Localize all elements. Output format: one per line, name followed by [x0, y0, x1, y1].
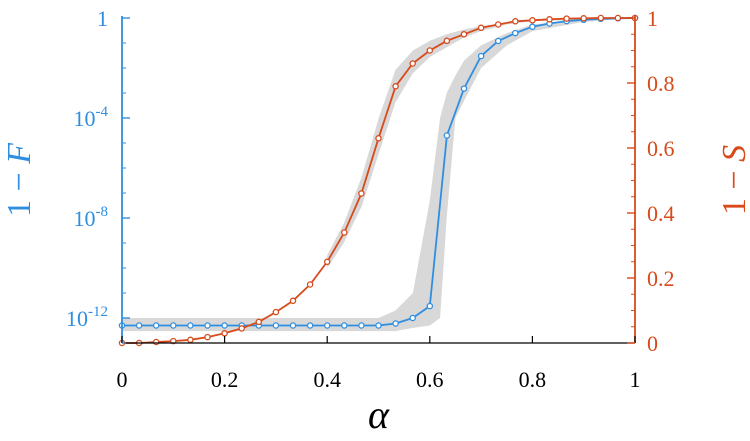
series-point-left	[306, 322, 314, 329]
left-tick-base: 10	[74, 106, 96, 131]
right-axis-label-var: S	[716, 145, 750, 162]
series-point-left	[152, 322, 160, 329]
right-tick-label: 0.2	[647, 266, 675, 291]
series-point-right	[375, 135, 382, 142]
series-point-right	[221, 330, 228, 337]
x-tick-label: 0.2	[211, 367, 239, 392]
uncertainty-band-left	[122, 18, 635, 332]
right-tick-label: 1	[647, 6, 658, 31]
series-point-right	[392, 83, 399, 90]
left-tick-label: 10-12	[66, 304, 108, 331]
series-point-left	[375, 322, 382, 329]
series-point-right	[306, 281, 314, 288]
right-tick-label: 0.4	[647, 201, 675, 226]
right-axis-label-prefix: 1 −	[716, 162, 750, 215]
series-layer	[118, 14, 639, 347]
series-point-left	[426, 302, 434, 310]
series-point-right	[494, 21, 502, 28]
left-tick-label: 1	[97, 6, 108, 31]
series-line-left	[122, 17, 636, 327]
series-point-right	[426, 47, 434, 54]
x-axis-label: α	[368, 392, 390, 437]
series-point-left	[170, 322, 177, 329]
right-tick-label: 0.8	[647, 71, 675, 96]
series-point-right	[597, 14, 605, 22]
series-point-right	[238, 325, 245, 332]
series-point-right	[152, 338, 160, 346]
left-tick-exponent: -4	[96, 104, 109, 120]
series-point-left	[392, 320, 399, 327]
series-point-right	[323, 258, 331, 266]
series-point-right	[529, 17, 536, 24]
series-point-left	[494, 37, 502, 45]
series-point-right	[409, 60, 416, 67]
left-tick-base: 1	[97, 6, 108, 31]
series-point-right	[341, 229, 348, 236]
series-point-left	[289, 322, 297, 329]
series-point-right	[563, 15, 570, 22]
left-axis-label: 1 − F	[1, 142, 38, 217]
series-point-right	[204, 333, 211, 341]
series-point-right	[187, 336, 194, 344]
left-tick-label: 10-4	[74, 104, 109, 131]
series-point-left	[512, 29, 519, 37]
series-point-left	[529, 23, 536, 30]
right-tick-label: 0	[647, 331, 658, 356]
series-point-right	[512, 18, 519, 25]
series-point-right	[580, 15, 587, 22]
series-point-right	[546, 16, 553, 23]
series-point-left	[358, 322, 365, 329]
left-tick-label: 10-8	[74, 204, 109, 231]
series-point-left	[341, 322, 348, 329]
series-point-right	[255, 318, 263, 326]
series-point-right	[443, 37, 451, 45]
series-point-left	[323, 322, 331, 329]
left-axis-label-prefix: 1 −	[1, 164, 38, 217]
series-point-left	[204, 322, 211, 329]
series-point-right	[272, 308, 280, 316]
left-tick-base: 10	[66, 306, 88, 331]
left-tick-exponent: -12	[88, 304, 108, 320]
series-point-left	[460, 85, 468, 92]
series-point-left	[221, 322, 228, 329]
left-tick-base: 10	[74, 206, 96, 231]
series-point-left	[409, 314, 416, 322]
bands-layer	[122, 18, 635, 332]
x-tick-label: 0.6	[416, 367, 444, 392]
right-axis-label: 1 − S	[716, 145, 750, 215]
series-point-right	[460, 31, 468, 38]
x-tick-label: 0	[117, 367, 128, 392]
series-point-right	[477, 24, 485, 32]
series-point-right	[289, 297, 297, 305]
labels-layer: 0 0.2 0.4 0.6 0.8 1110-410-810-1200.20.40.60.…	[1, 6, 750, 437]
series-point-left	[272, 322, 280, 329]
series-point-right	[614, 14, 622, 22]
series-line-right	[122, 17, 635, 344]
left-tick-exponent: -8	[96, 204, 109, 220]
series-point-left	[187, 322, 194, 329]
right-tick-label: 0.6	[647, 136, 675, 161]
x-tick-label: 0.4	[313, 367, 341, 392]
axes-layer	[121, 16, 636, 344]
uncertainty-band-right	[327, 18, 635, 269]
x-tick-label: 1	[630, 367, 641, 392]
x-tick-label: 0.8	[519, 367, 547, 392]
series-point-left	[135, 322, 143, 329]
left-axis-label-var: F	[1, 142, 38, 165]
series-point-left	[443, 132, 451, 139]
series-point-right	[358, 190, 365, 197]
series-point-left	[477, 52, 485, 60]
